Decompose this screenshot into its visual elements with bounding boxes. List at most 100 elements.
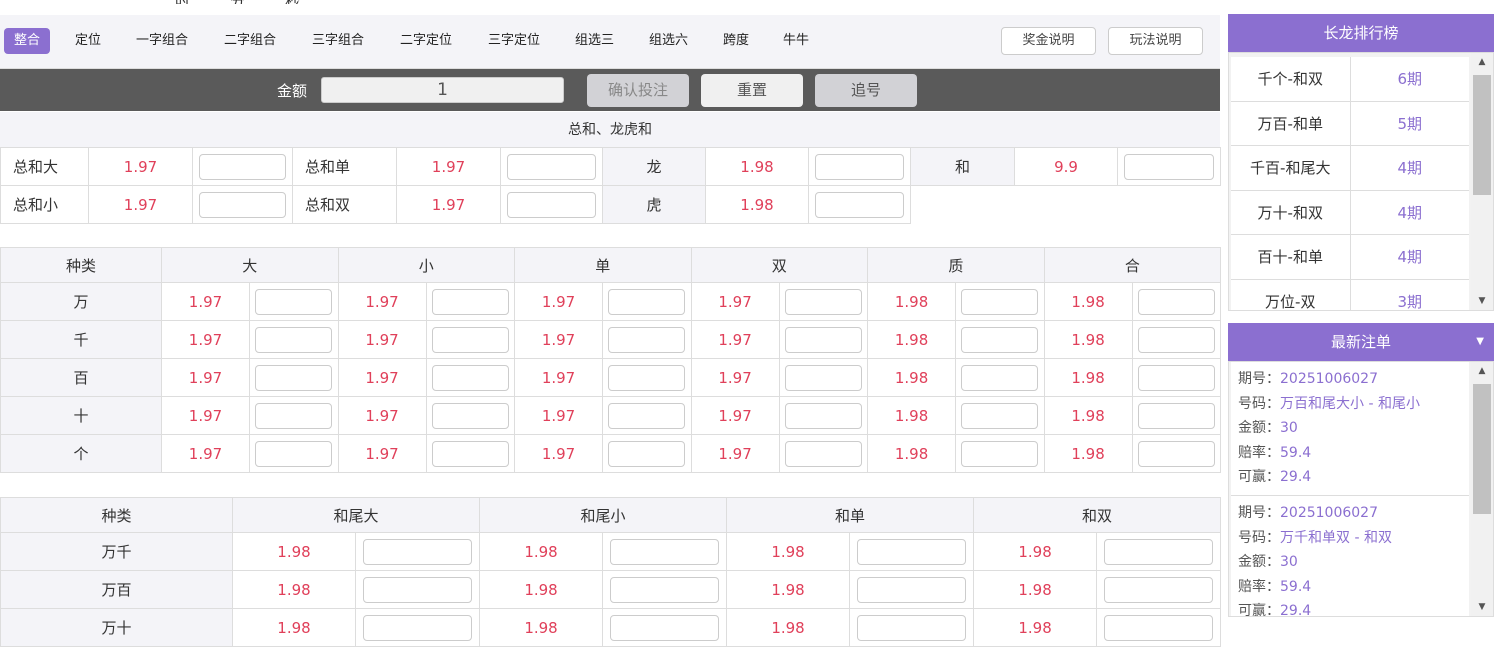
bet-amount-input[interactable]	[1104, 538, 1213, 565]
item-name: 万位-双	[1265, 292, 1316, 311]
bet-amount-input[interactable]	[608, 288, 686, 315]
odds-input-cell	[778, 320, 869, 359]
bet-amount-input[interactable]	[431, 364, 509, 391]
scroll-up-icon[interactable]: ▲	[1478, 366, 1486, 376]
long-dragon-item[interactable]: 万十-和双 4期	[1231, 190, 1469, 236]
long-dragon-item[interactable]: 千个-和双 6期	[1231, 57, 1469, 102]
bet-amount-input[interactable]	[1137, 326, 1215, 353]
odds-value: 1.97	[514, 320, 604, 359]
rules-button[interactable]: 玩法说明	[1108, 27, 1203, 55]
tab-5[interactable]: 二字定位	[400, 33, 453, 48]
bet-amount-input[interactable]	[610, 576, 719, 603]
bet-amount-input[interactable]	[961, 402, 1039, 429]
bet-amount-input[interactable]	[608, 326, 686, 353]
bet-amount-input[interactable]	[857, 614, 966, 641]
bet-amount-input[interactable]	[363, 576, 472, 603]
bet-amount-input[interactable]	[784, 364, 862, 391]
bet-amount-input[interactable]	[815, 153, 904, 180]
bet-amount-input[interactable]	[784, 440, 862, 467]
tab-7[interactable]: 组选三	[575, 33, 615, 48]
tab-8[interactable]: 组选六	[649, 33, 689, 48]
scrollbar[interactable]: ▲ ▼	[1471, 362, 1493, 616]
bet-amount-input[interactable]	[610, 614, 719, 641]
tab-2[interactable]: 一字组合	[136, 33, 189, 48]
bet-amount-input[interactable]	[1137, 402, 1215, 429]
bet-amount-input[interactable]	[784, 288, 862, 315]
bet-amount-input[interactable]	[815, 191, 904, 218]
bet-amount-input[interactable]	[431, 440, 509, 467]
bet-amount-input[interactable]	[961, 364, 1039, 391]
bet-amount-input[interactable]	[255, 288, 333, 315]
tab-0[interactable]: 整合	[4, 28, 51, 54]
scroll-thumb[interactable]	[1473, 75, 1491, 195]
long-dragon-item[interactable]: 百十-和单 4期	[1231, 235, 1469, 280]
odds-input-cell	[425, 434, 516, 473]
bet-amount-input[interactable]	[255, 326, 333, 353]
bet-amount-input[interactable]	[363, 538, 472, 565]
item-streak: 5期	[1349, 101, 1470, 146]
bet-amount-input[interactable]	[431, 402, 509, 429]
prize-info-button[interactable]: 奖金说明	[1001, 27, 1096, 55]
scroll-down-icon[interactable]: ▼	[1478, 602, 1486, 612]
bet-amount-input[interactable]	[608, 364, 686, 391]
bet-amount-input[interactable]	[1137, 288, 1215, 315]
reset-button[interactable]: 重置	[701, 74, 803, 107]
bet-amount-input[interactable]	[431, 288, 509, 315]
bet-amount-input[interactable]	[608, 402, 686, 429]
field-value: 30	[1280, 554, 1298, 571]
odds-value: 1.97	[690, 282, 780, 321]
scroll-down-icon[interactable]: ▼	[1478, 296, 1486, 306]
bet-amount-input[interactable]	[1104, 576, 1213, 603]
bet-amount-input[interactable]	[198, 191, 287, 218]
long-dragon-item[interactable]: 万百-和单 5期	[1231, 101, 1470, 147]
bet-amount-input[interactable]	[961, 440, 1039, 467]
bet-amount-input[interactable]	[255, 364, 333, 391]
odds-value: 1.97	[337, 282, 427, 321]
odds-input-cell	[808, 147, 911, 186]
bet-bar: 金额 1 确认投注 重置 追号	[0, 69, 1220, 111]
bet-amount-input[interactable]	[1104, 614, 1213, 641]
bet-field: 赔率：59.4	[1238, 441, 1462, 466]
scrollbar[interactable]: ▲ ▼	[1471, 53, 1493, 310]
odds-input-cell	[192, 147, 293, 186]
scroll-thumb[interactable]	[1473, 384, 1491, 514]
bet-amount-input[interactable]	[507, 153, 596, 180]
bet-amount-input[interactable]	[608, 440, 686, 467]
bet-amount-input[interactable]	[784, 326, 862, 353]
field-value: 30	[1280, 420, 1298, 437]
odds-input-cell	[955, 434, 1045, 473]
tab-10[interactable]: 牛牛	[783, 33, 810, 48]
table-row: 总和小 1.97 总和双 1.97 虎 1.98	[0, 185, 1221, 224]
scroll-up-icon[interactable]: ▲	[1478, 57, 1486, 67]
confirm-bet-button[interactable]: 确认投注	[587, 74, 689, 107]
bet-amount-input[interactable]	[431, 326, 509, 353]
bet-amount-input[interactable]	[610, 538, 719, 565]
tab-9[interactable]: 跨度	[723, 33, 750, 48]
bet-amount-input[interactable]	[1124, 153, 1214, 180]
odds-input-cell	[849, 608, 975, 647]
chase-button[interactable]: 追号	[815, 74, 917, 107]
bet-amount-input[interactable]	[961, 326, 1039, 353]
bet-amount-input[interactable]	[1137, 364, 1215, 391]
bet-amount-input[interactable]	[784, 402, 862, 429]
tab-1[interactable]: 定位	[75, 33, 102, 48]
bet-amount-input[interactable]	[1137, 440, 1215, 467]
odds-input-cell	[1131, 358, 1222, 397]
bet-amount-input[interactable]	[198, 153, 287, 180]
long-dragon-item[interactable]: 万位-双 3期	[1231, 279, 1469, 311]
tab-6[interactable]: 三字定位	[488, 33, 541, 48]
bet-amount-input[interactable]	[255, 440, 333, 467]
bet-amount-input[interactable]	[857, 538, 966, 565]
chevron-down-icon[interactable]: ▼	[1476, 336, 1484, 347]
odds-input-cell	[955, 320, 1045, 359]
tab-3[interactable]: 二字组合	[224, 33, 277, 48]
bet-amount-input[interactable]	[961, 288, 1039, 315]
bet-label: 总和双	[292, 185, 397, 224]
amount-input[interactable]: 1	[321, 77, 564, 103]
bet-amount-input[interactable]	[363, 614, 472, 641]
tab-4[interactable]: 三字组合	[312, 33, 365, 48]
long-dragon-item[interactable]: 千百-和尾大 4期	[1231, 146, 1469, 191]
bet-amount-input[interactable]	[507, 191, 596, 218]
bet-amount-input[interactable]	[255, 402, 333, 429]
bet-amount-input[interactable]	[857, 576, 966, 603]
